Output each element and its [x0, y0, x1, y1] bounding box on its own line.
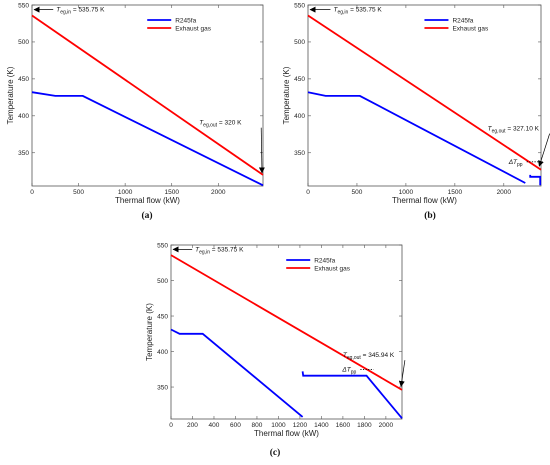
annotation-label: Teg,out = 327.10 K: [488, 126, 540, 135]
legend-label: R245fa: [452, 17, 473, 24]
y-tick-label: 350: [157, 384, 168, 391]
x-tick-label: 1400: [314, 422, 329, 429]
x-tick-label: 500: [73, 189, 84, 196]
y-tick-label: 500: [157, 278, 168, 285]
annotation-label: Teg,in = 535.75 K: [56, 7, 105, 16]
x-tick-label: 1600: [336, 422, 351, 429]
x-axis-label: Thermal flow (kW): [115, 196, 180, 205]
x-tick-label: 800: [252, 422, 263, 429]
chart-panel-c: 0 200 400 600 800 1000 1200 1400 1600 1800 2000 350…: [145, 242, 406, 438]
legend-label: Exhaust gas: [452, 25, 489, 32]
y-axis-label: Temperature (K): [282, 66, 291, 124]
x-tick-label: 1000: [271, 422, 286, 429]
x-tick-label: 0: [169, 422, 173, 429]
series-line-r245fa: [170, 328, 304, 418]
annotation-arrow: [538, 133, 550, 167]
series-line-r245fa: [307, 91, 526, 184]
y-tick-label: 550: [18, 2, 29, 9]
x-tick-label: 0: [30, 189, 34, 196]
annotation-label: ΔTpp: [508, 159, 523, 168]
x-tick-label: 200: [187, 422, 198, 429]
x-tick-label: 600: [230, 422, 241, 429]
series-line-exhaust-gas: [307, 14, 542, 171]
x-tick-label: 1000: [399, 189, 414, 196]
series-line-r245fa: [31, 91, 264, 187]
annotation-label: Teg,in = 535.75 K: [195, 246, 244, 255]
x-tick-label: 1800: [357, 422, 372, 429]
y-tick-label: 400: [18, 113, 29, 120]
x-tick-label: 0: [306, 189, 310, 196]
x-axis-label: Thermal flow (kW): [254, 429, 319, 438]
x-tick-label: 1500: [448, 189, 463, 196]
panel-caption: (a): [141, 210, 152, 221]
y-tick-label: 400: [294, 113, 305, 120]
series-line-r245fa: [301, 371, 403, 419]
x-tick-label: 400: [209, 422, 220, 429]
x-axis-label: Thermal flow (kW): [392, 196, 457, 205]
series-line-exhaust-gas: [31, 14, 264, 176]
x-tick-label: 2000: [379, 422, 394, 429]
x-tick-label: 2000: [497, 189, 512, 196]
y-axis-label: Temperature (K): [6, 66, 15, 124]
y-tick-label: 350: [294, 150, 305, 157]
annotation-arrow: [398, 360, 406, 387]
x-tick-label: 500: [352, 189, 363, 196]
y-tick-label: 450: [18, 76, 29, 83]
annotation-label: Teg,out = 320 K: [199, 120, 242, 129]
series-line-r245fa: [529, 174, 542, 186]
y-tick-label: 450: [294, 76, 305, 83]
y-axis-label: Temperature (K): [145, 303, 154, 361]
x-tick-label: 1000: [118, 189, 133, 196]
chart-panel-a: 0 500 1000 1500 2000 350 400 450 500 550 Thermal f…: [6, 2, 265, 205]
x-tick-label: 2000: [211, 189, 226, 196]
plot-area-c: [170, 244, 403, 420]
y-tick-label: 400: [157, 349, 168, 356]
legend-label: Exhaust gas: [314, 265, 351, 272]
annotation-label: Teg,out = 345.94 K: [343, 352, 395, 361]
legend-label: Exhaust gas: [175, 25, 212, 32]
legend-label: R245fa: [314, 257, 335, 264]
panel-caption: (b): [424, 210, 436, 221]
annotation-label: Teg,in = 535.75 K: [333, 7, 382, 16]
x-tick-label: 1200: [293, 422, 308, 429]
x-tick-label: 1500: [164, 189, 179, 196]
annotation-arrow: [258, 127, 265, 174]
panel-caption: (c): [270, 447, 281, 458]
y-tick-label: 350: [18, 150, 29, 157]
y-tick-label: 550: [294, 2, 305, 9]
y-tick-label: 500: [294, 39, 305, 46]
series-line-exhaust-gas: [170, 254, 403, 391]
legend-label: R245fa: [175, 17, 196, 24]
y-tick-label: 450: [157, 313, 168, 320]
y-tick-label: 550: [157, 242, 168, 249]
chart-panel-b: 0 500 1000 1500 2000 350 400 450 500 550 Thermal f…: [282, 2, 550, 205]
y-tick-label: 500: [18, 39, 29, 46]
annotation-label: ΔTpp: [341, 366, 356, 375]
